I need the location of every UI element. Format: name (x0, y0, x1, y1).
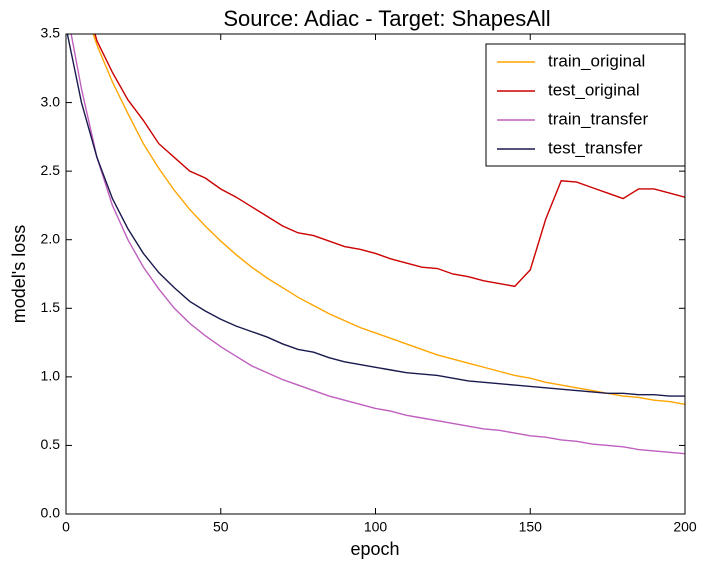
y-tick-label: 0.5 (41, 436, 61, 452)
y-tick-label: 1.0 (41, 368, 61, 384)
x-tick-label: 0 (62, 519, 70, 535)
y-tick-label: 2.5 (41, 162, 61, 178)
x-axis-label: epoch (350, 539, 399, 559)
plot-area (66, 34, 685, 455)
y-tick-label: 0.0 (41, 505, 61, 521)
x-tick-label: 100 (364, 519, 388, 535)
x-tick-label: 200 (673, 519, 697, 535)
legend-label: test_original (548, 80, 640, 99)
line-series (94, 34, 685, 288)
legend-box (485, 43, 686, 167)
chart-title: Source: Adiac - Target: ShapesAll (223, 6, 550, 31)
y-tick-label: 3.5 (41, 25, 61, 41)
line-series (92, 34, 685, 405)
line-series (66, 34, 685, 397)
legend-label: test_transfer (548, 138, 643, 157)
y-tick-label: 2.0 (41, 230, 61, 246)
line-series (70, 34, 685, 455)
x-tick-label: 50 (213, 519, 229, 535)
y-tick-label: 3.0 (41, 93, 61, 109)
y-tick-label: 1.5 (41, 299, 61, 315)
y-axis-label: model's loss (9, 225, 29, 323)
legend-label: train_original (548, 51, 645, 70)
x-tick-label: 150 (519, 519, 543, 535)
legend-label: train_transfer (548, 109, 648, 128)
